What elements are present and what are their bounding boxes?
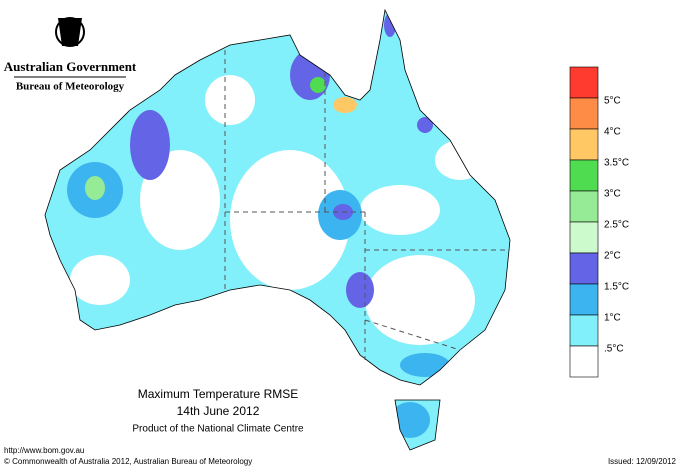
legend-label: 5°C — [604, 96, 621, 107]
legend-swatch — [569, 190, 599, 223]
copyright: © Commonwealth of Australia 2012, Austra… — [4, 457, 252, 466]
legend-label: 1.5°C — [604, 282, 629, 293]
legend-swatch — [569, 283, 599, 316]
legend-swatch — [569, 252, 599, 285]
crest — [55, 17, 85, 47]
bureau-name: Bureau of Meteorology — [16, 81, 125, 93]
url: http://www.bom.gov.au — [4, 446, 84, 455]
legend-label: 4°C — [604, 127, 621, 138]
legend-swatch — [569, 97, 599, 130]
state-borders — [224, 50, 505, 360]
legend-label: 3°C — [604, 189, 621, 200]
legend-swatch — [569, 128, 599, 161]
legend: 5°C 4°C 3.5°C 3°C 2.5°C 2°C 1.5°C 1°C .5°C — [569, 66, 629, 378]
legend-label: 2.5°C — [604, 220, 629, 231]
legend-label: 1°C — [604, 313, 621, 324]
legend-label: 3.5°C — [604, 158, 629, 169]
map-product: Product of the National Climate Centre — [132, 424, 304, 435]
legend-swatch — [569, 159, 599, 192]
issued: Issued: 12/09/2012 — [608, 457, 677, 466]
legend-swatch — [569, 66, 599, 99]
coastline — [44, 8, 511, 451]
legend-swatch — [569, 345, 599, 378]
legend-swatch — [569, 314, 599, 347]
legend-label: .5°C — [604, 344, 624, 355]
legend-swatch — [569, 221, 599, 254]
legend-label: 2°C — [604, 251, 621, 262]
government-name: Australian Government — [4, 59, 137, 74]
map-title: Maximum Temperature RMSE — [138, 387, 299, 401]
map-date: 14th June 2012 — [177, 404, 260, 418]
